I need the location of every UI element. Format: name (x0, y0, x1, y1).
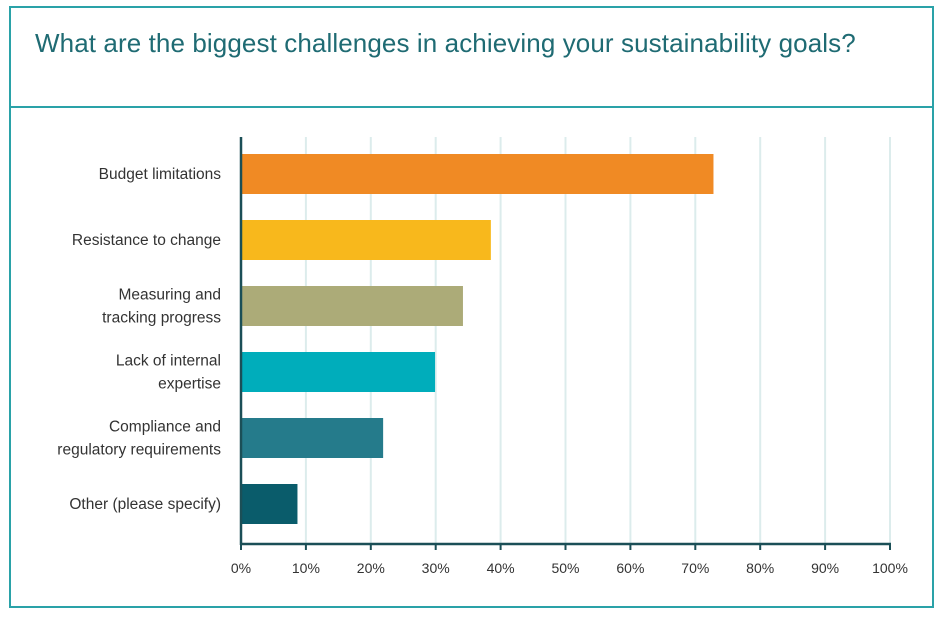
x-tick-label: 20% (357, 560, 385, 576)
x-tick-label: 90% (811, 560, 839, 576)
bar (241, 154, 714, 194)
category-label: Compliance and (109, 419, 221, 436)
x-tick-label: 70% (681, 560, 709, 576)
x-tick-label: 40% (487, 560, 515, 576)
category-label: Budget limitations (99, 166, 222, 183)
x-tick-label: 60% (616, 560, 644, 576)
category-label: Measuring and (118, 287, 221, 304)
category-label: Lack of internal (116, 353, 221, 370)
bar (241, 220, 491, 260)
x-tick-label: 50% (551, 560, 579, 576)
x-tick-label: 100% (872, 560, 908, 576)
category-label: Resistance to change (72, 232, 221, 249)
bar (241, 352, 436, 392)
chart-title: What are the biggest challenges in achie… (35, 28, 856, 58)
category-label: regulatory requirements (57, 442, 221, 459)
x-tick-label: 10% (292, 560, 320, 576)
x-tick-label: 0% (231, 560, 251, 576)
chart-header: What are the biggest challenges in achie… (11, 8, 932, 108)
bar (241, 286, 463, 326)
category-label: Other (please specify) (69, 496, 221, 513)
category-label: expertise (158, 376, 221, 393)
x-tick-label: 80% (746, 560, 774, 576)
bar (241, 418, 384, 458)
bar (241, 484, 298, 524)
category-label: tracking progress (102, 310, 221, 327)
x-tick-label: 30% (422, 560, 450, 576)
chart-frame: What are the biggest challenges in achie… (9, 6, 934, 608)
